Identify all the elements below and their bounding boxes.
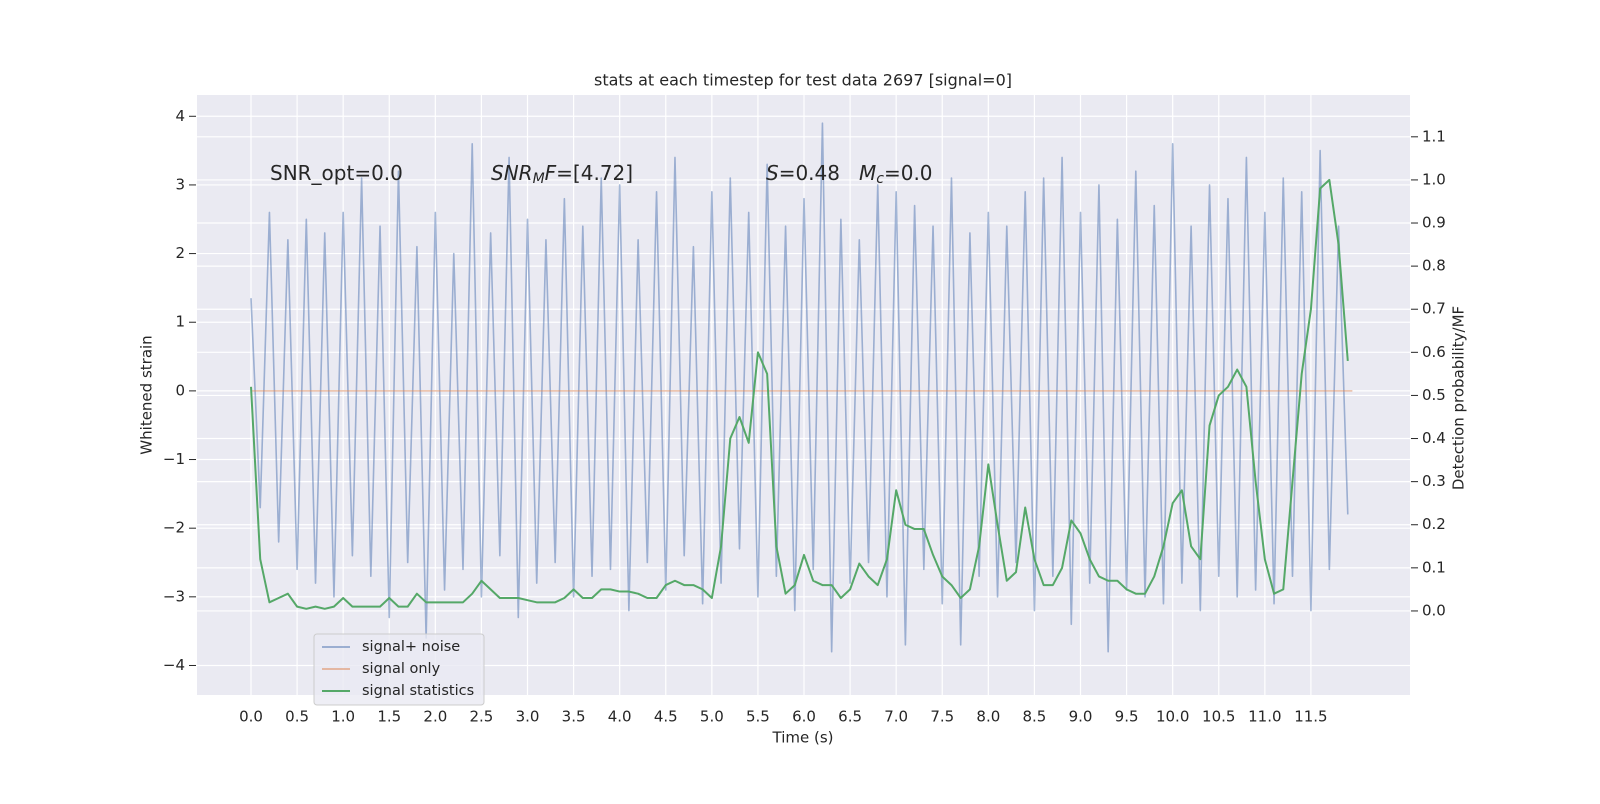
x-tick-label: 6.0 (792, 708, 816, 726)
y-tick-label: −3 (163, 587, 185, 605)
y2-tick-label: 0.0 (1422, 601, 1446, 619)
series-line (250, 122, 1349, 653)
annotation-part: F (545, 161, 557, 185)
y2-tick-label: 1.0 (1422, 170, 1446, 188)
annotation-part: M (533, 171, 545, 187)
y-tick-label: 2 (175, 244, 185, 262)
annotation-part: S (766, 161, 779, 185)
x-tick-label: 11.0 (1248, 708, 1281, 726)
y2-tick-label: 0.4 (1422, 429, 1446, 447)
x-tick-label: 2.5 (469, 708, 493, 726)
y-tick-label: −2 (163, 519, 185, 537)
annotation: SNRMF=[4.72] (491, 161, 633, 188)
legend-label: signal+ noise (362, 639, 460, 655)
annotation-part: =[4.72] (556, 161, 633, 185)
annotation: Mc=0.0 (859, 161, 933, 188)
x-tick-label: 11.5 (1294, 708, 1327, 726)
x-tick-label: 3.0 (516, 708, 540, 726)
y2-tick-label: 0.3 (1422, 472, 1446, 490)
x-tick-label: 5.0 (700, 708, 724, 726)
x-tick-label: 2.0 (423, 708, 447, 726)
annotation: S=0.48 (766, 161, 840, 185)
y2-tick-label: 1.1 (1422, 127, 1446, 145)
legend-box (313, 633, 485, 706)
x-tick-label: 1.0 (331, 708, 355, 726)
x-tick-label: 8.0 (976, 708, 1000, 726)
y2-tick-label: 0.7 (1422, 300, 1446, 318)
y-axis-label: Whitened strain (138, 335, 156, 454)
annotation: SNR_opt=0.0 (270, 161, 403, 185)
y-tick-label: 0 (175, 381, 185, 399)
x-tick-label: 0.5 (285, 708, 309, 726)
legend-label: signal statistics (362, 683, 474, 699)
y-tick-label: 3 (175, 175, 185, 193)
x-tick-label: 7.5 (930, 708, 954, 726)
x-tick-label: 0.0 (239, 708, 263, 726)
x-tick-label: 3.5 (562, 708, 586, 726)
annotation-part: M (859, 161, 876, 185)
annotation-part: =0.48 (779, 161, 840, 185)
x-axis-label: Time (s) (772, 729, 834, 747)
y2-tick-label: 0.2 (1422, 515, 1446, 533)
series-line (250, 178, 1349, 610)
annotation-part: c (876, 171, 884, 187)
x-tick-label: 8.5 (1022, 708, 1046, 726)
legend-label: signal only (362, 661, 441, 677)
y-tick-label: −4 (163, 656, 185, 674)
y2-axis-label: Detection probability/MF (1450, 306, 1468, 490)
y-tick-label: 4 (175, 107, 185, 125)
y-tick-label: 1 (175, 313, 185, 331)
x-tick-label: 5.5 (746, 708, 770, 726)
y2-tick-label: 0.1 (1422, 558, 1446, 576)
annotation-part: SNR (491, 161, 533, 185)
x-tick-label: 4.0 (608, 708, 632, 726)
x-tick-label: 10.0 (1156, 708, 1189, 726)
annotation-part: SNR_opt=0.0 (270, 161, 403, 185)
y2-tick-label: 0.6 (1422, 343, 1446, 361)
y2-tick-label: 0.9 (1422, 214, 1446, 232)
y2-tick-label: 0.8 (1422, 257, 1446, 275)
x-tick-label: 1.5 (377, 708, 401, 726)
x-tick-label: 9.5 (1115, 708, 1139, 726)
x-tick-label: 10.5 (1202, 708, 1235, 726)
x-tick-label: 9.0 (1069, 708, 1093, 726)
y2-tick-label: 0.5 (1422, 386, 1446, 404)
y-tick-label: −1 (163, 450, 185, 468)
x-tick-label: 7.0 (884, 708, 908, 726)
annotation-part: =0.0 (884, 161, 933, 185)
x-tick-label: 6.5 (838, 708, 862, 726)
chart-title: stats at each timestep for test data 269… (594, 71, 1012, 90)
x-tick-label: 4.5 (654, 708, 678, 726)
